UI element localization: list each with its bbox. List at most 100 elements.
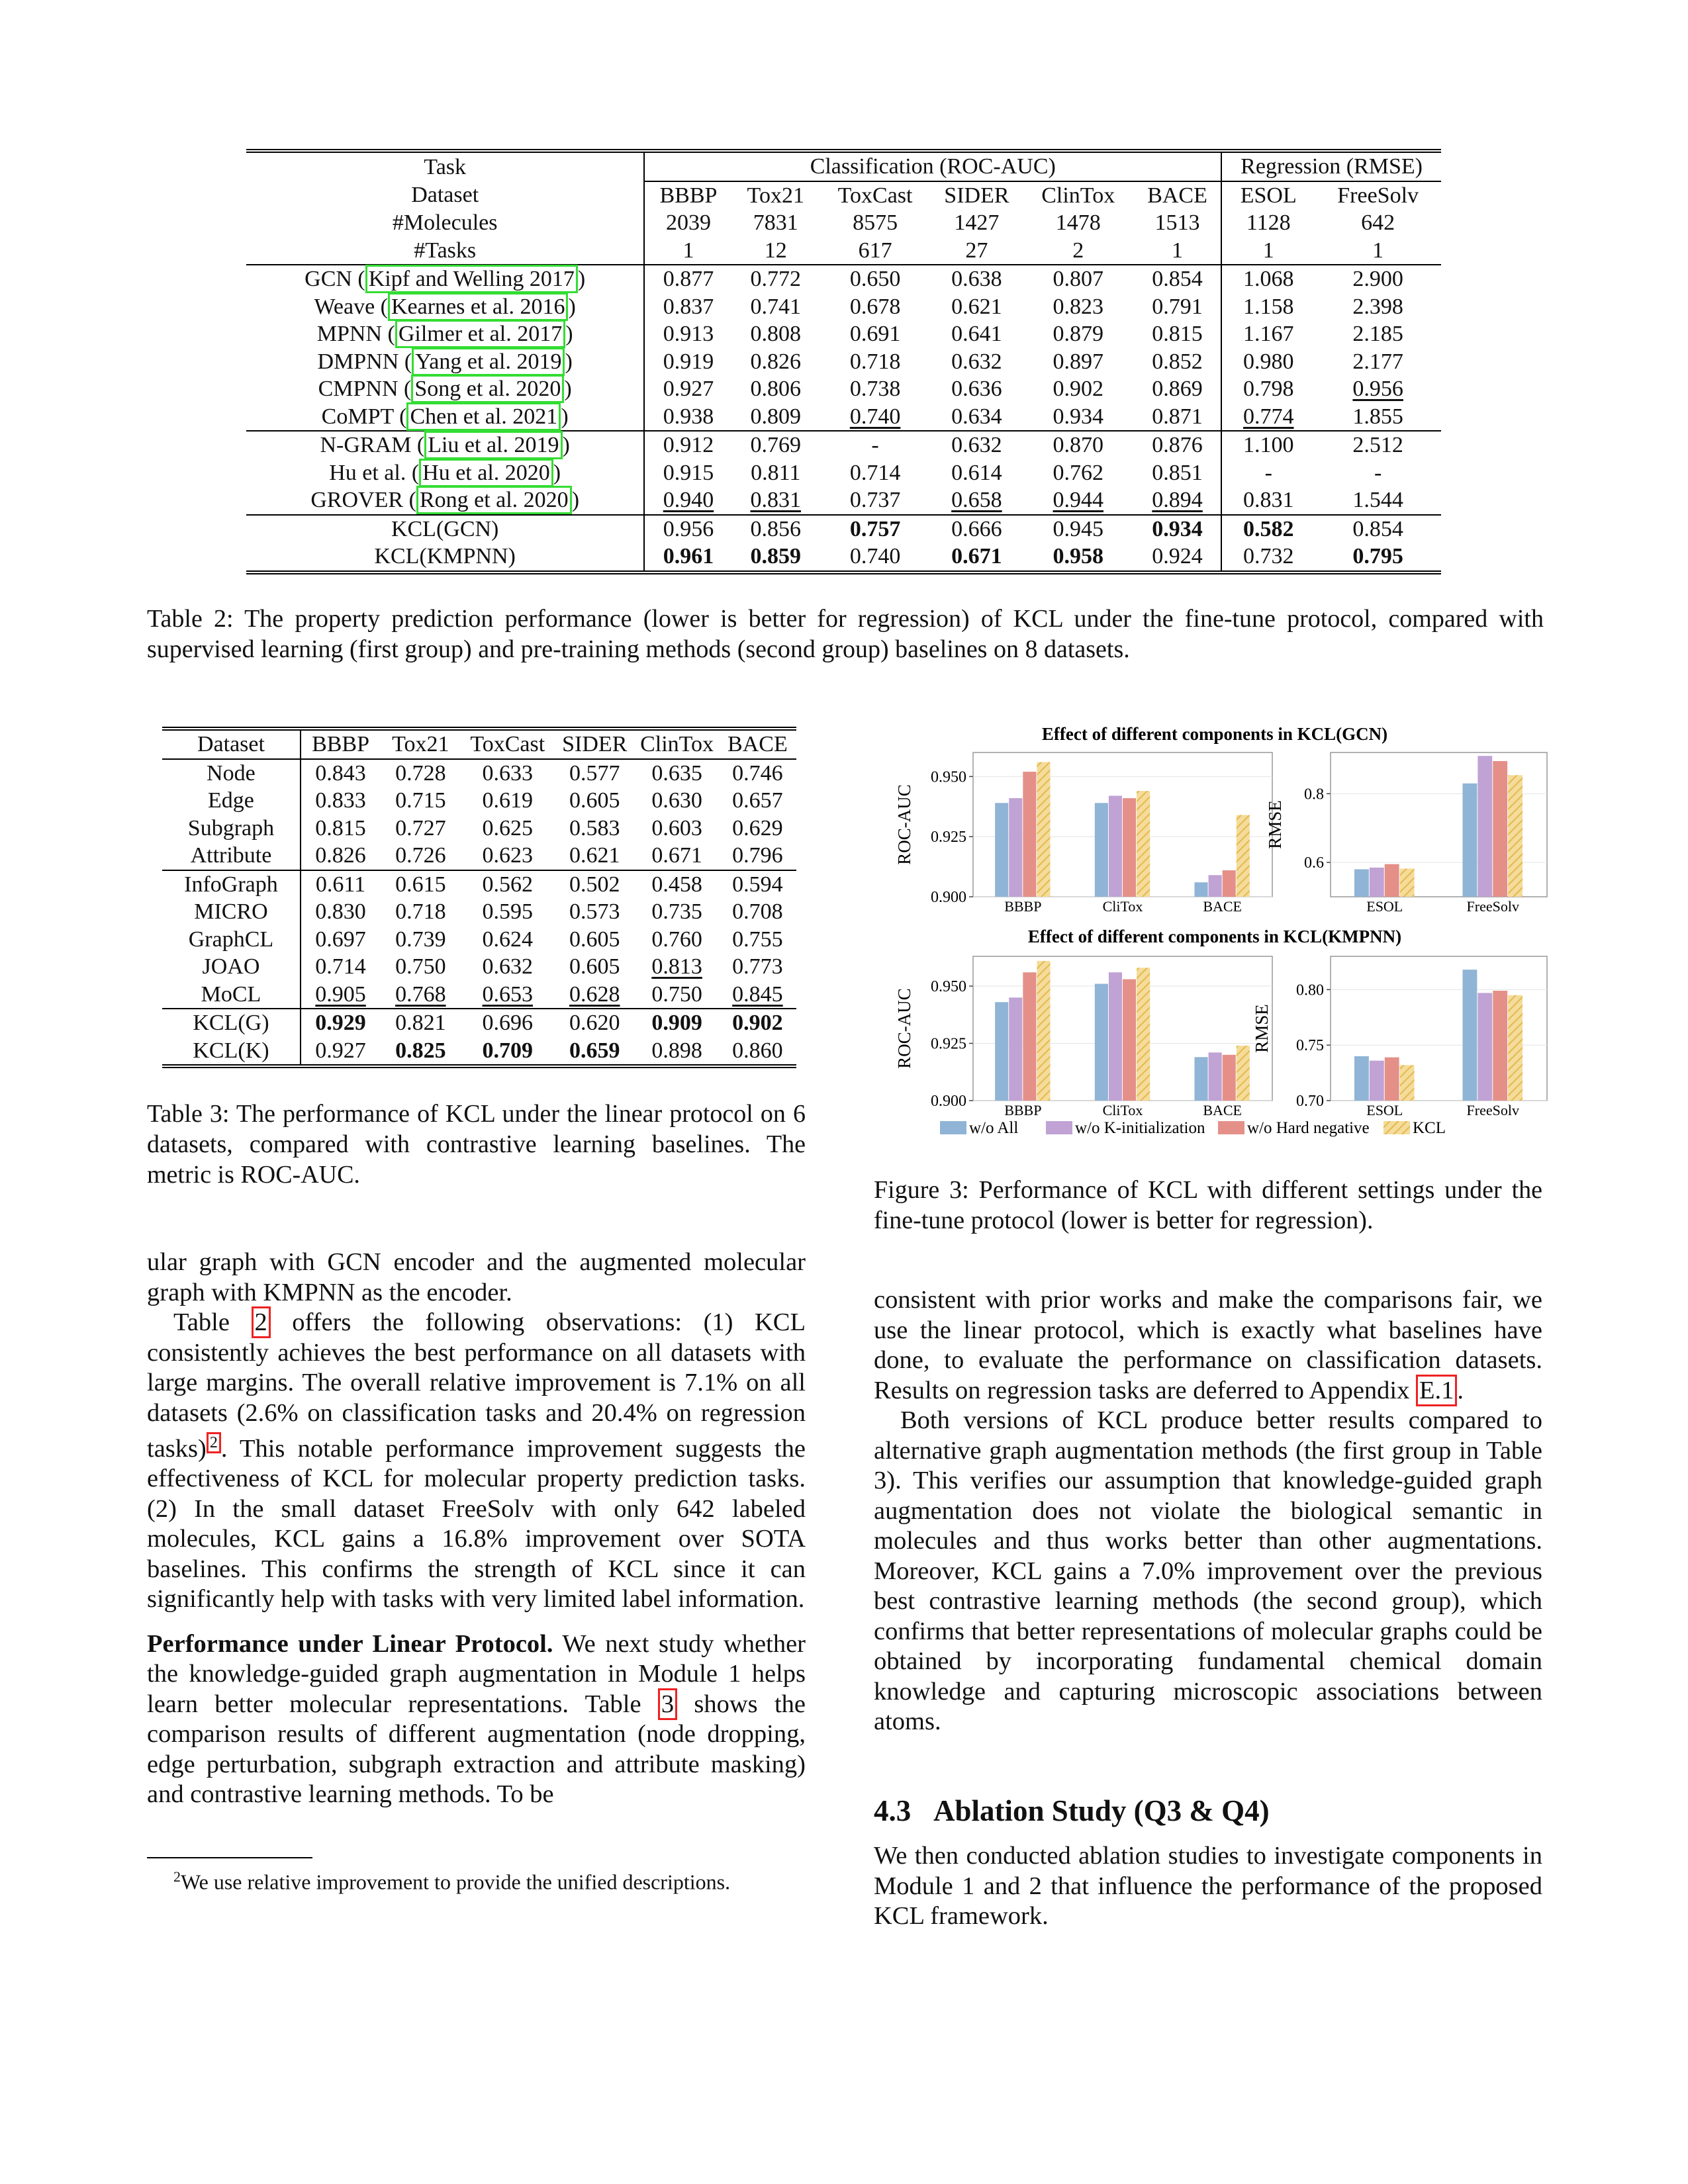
table2-cell: 0.740 [849, 544, 901, 569]
left-paragraph-2: Table 2 offers the following observation… [147, 1306, 806, 1615]
table-row: Weave (Kearnes et al. 2016) 0.837 0.741 0.6… [246, 292, 1441, 321]
table2-molecules-0: 2039 [665, 210, 711, 235]
table2-method-name: N-GRAM (Liu et al. 2019) [246, 431, 645, 459]
table3-method-name: MoCL [162, 980, 301, 1009]
citation-link[interactable]: Hu et al. 2020 [419, 458, 553, 487]
table-row: GROVER (Rong et al. 2020) 0.940 0.831 0.737… [246, 486, 1441, 515]
table2-cell: 0.876 [1133, 431, 1223, 459]
citation-link[interactable]: Chen et al. 2021 [406, 402, 561, 431]
legend-label: KCL [1413, 1119, 1446, 1137]
x-tick-label: FreeSolv [1467, 898, 1519, 915]
bar-w-o-all [1354, 1056, 1369, 1101]
table2-cell: 0.769 [750, 433, 802, 457]
table2-cell: 0.638 [951, 267, 1002, 291]
figure-3: Effect of different components in KCL(GC… [894, 724, 1548, 1137]
citation-link[interactable]: Rong et al. 2020 [416, 486, 572, 514]
table3-cell: 0.760 [651, 927, 702, 952]
table3-cell: 0.605 [569, 954, 620, 979]
table3-cell: 0.628 [569, 981, 620, 1007]
table2-cell: 2.177 [1352, 349, 1403, 374]
table3-cell: 0.898 [651, 1038, 702, 1063]
y-tick-label: 0.70 [1296, 1093, 1324, 1110]
table3-header-5: ClinTox [640, 732, 714, 756]
figure3-legend: w/o All w/o K-initialization w/o Hard nega… [940, 1119, 1446, 1137]
table2-tasks-3: 27 [965, 238, 988, 263]
bar-w-o-k-initialization [1477, 993, 1493, 1101]
table2-dataset-6: ESOL [1240, 183, 1297, 208]
table3-cell: 0.860 [732, 1038, 783, 1063]
citation-link[interactable]: Yang et al. 2019 [412, 347, 565, 376]
section-heading: 4.3 Ablation Study (Q3 & Q4) [874, 1794, 1270, 1827]
table3-header-6: BACE [727, 732, 788, 756]
table3-cell: 0.715 [395, 788, 446, 813]
table2-cell: 2.185 [1352, 322, 1403, 346]
table3-cell: 0.629 [732, 815, 783, 841]
table2-cell: 0.737 [849, 488, 901, 512]
table-row: Node 0.843 0.728 0.633 0.577 0.635 0.746 [162, 758, 796, 787]
table2-cell: 0.634 [951, 404, 1002, 429]
table3-cell: 0.726 [395, 843, 446, 868]
table2-cell: 1.068 [1243, 267, 1294, 291]
table3-link[interactable]: 3 [657, 1688, 678, 1720]
citation-link[interactable]: Song et al. 2020 [411, 375, 565, 403]
chart-panel-1: 0.6 0.8 RMSE ESOL FreeSolv [1265, 752, 1548, 915]
table2-cell: 2.900 [1352, 267, 1403, 291]
y-tick-label: 0.75 [1296, 1037, 1324, 1054]
citation-link[interactable]: Liu et al. 2019 [424, 431, 563, 459]
chart-panel-2: 0.900 0.925 0.950 ROC-AUC BBBP CliTox BACE [894, 956, 1273, 1118]
table2-cell: 0.980 [1243, 349, 1294, 374]
footnote-2-link[interactable]: 2 [206, 1432, 221, 1453]
table3-cell: 0.625 [482, 815, 534, 841]
table2-cell: 0.740 [849, 404, 901, 429]
table3-cell: 0.620 [569, 1011, 620, 1035]
table3-method-name: KCL(K) [162, 1036, 301, 1066]
table-row: Attribute 0.826 0.726 0.623 0.621 0.671 0.796 [162, 842, 796, 870]
table2-cell: - [1264, 460, 1272, 485]
table2-cell: 0.871 [1133, 402, 1223, 431]
table2-cell: 1.855 [1352, 404, 1403, 429]
table2-tasks-0: 1 [682, 238, 694, 263]
table3-cell: 0.750 [395, 954, 446, 979]
table2-cell: 0.877 [663, 267, 714, 291]
table2-cell: 0.636 [951, 377, 1002, 401]
table-row: Subgraph 0.815 0.727 0.625 0.583 0.603 0.629 [162, 814, 796, 842]
bar-kcl [1037, 960, 1051, 1101]
table2-cell: 0.808 [750, 322, 802, 346]
table2-link[interactable]: 2 [251, 1306, 271, 1338]
bar-kcl [1037, 762, 1051, 897]
citation-link[interactable]: Kipf and Welling 2017 [365, 265, 578, 293]
table-row: KCL(GCN) 0.956 0.856 0.757 0.666 0.945 0.934 0.… [246, 514, 1441, 543]
table3-header-3: ToxCast [470, 732, 545, 756]
bar-w-o-k-initialization [1108, 972, 1122, 1101]
table2-cell: 0.718 [849, 349, 901, 374]
table2-cell: 0.807 [1053, 267, 1103, 291]
table2-cell: 0.915 [663, 460, 714, 485]
table3-cell: 0.605 [569, 788, 620, 813]
table3-cell: 0.709 [482, 1038, 534, 1063]
table2-molecules-5: 1513 [1133, 209, 1223, 237]
y-axis-label: ROC-AUC [894, 988, 914, 1069]
citation-link[interactable]: Gilmer et al. 2017 [395, 320, 566, 348]
x-tick-label: CliTox [1103, 1102, 1143, 1118]
table3-cell: 0.909 [651, 1011, 702, 1035]
bar-w-o-k-initialization [1369, 867, 1384, 897]
table3-cell: 0.573 [569, 899, 620, 924]
table2-cell: 0.859 [750, 544, 802, 569]
table3-caption: Table 3: The performance of KCL under th… [147, 1100, 806, 1189]
table3-cell: 0.611 [315, 872, 366, 897]
appendix-e1-link[interactable]: E.1 [1416, 1374, 1458, 1406]
table2-cell: 0.854 [1352, 516, 1403, 541]
table3-cell: 0.603 [651, 815, 702, 841]
bar-w-o-all [1354, 869, 1369, 897]
table2-cell: 0.815 [1133, 320, 1223, 348]
table2-cell: 0.582 [1243, 516, 1294, 541]
table2-method-name: KCL(GCN) [246, 514, 645, 543]
table2-method-name: MPNN (Gilmer et al. 2017) [246, 320, 645, 348]
table2-cell: 1.167 [1243, 322, 1294, 346]
bar-kcl [1399, 1065, 1415, 1101]
y-tick-label: 0.900 [931, 1093, 966, 1110]
citation-link[interactable]: Kearnes et al. 2016 [388, 292, 569, 321]
right-paragraph-2: Both versions of KCL produce better resu… [874, 1406, 1542, 1735]
table3-cell: 0.830 [315, 899, 366, 924]
table2-cell: 0.823 [1053, 294, 1103, 319]
